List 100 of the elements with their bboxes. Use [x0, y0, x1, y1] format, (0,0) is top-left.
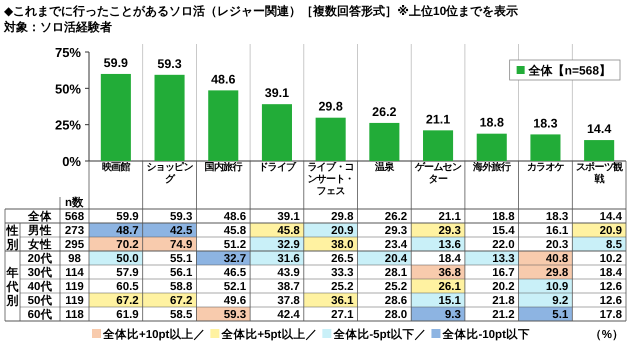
data-label: 14.4	[586, 122, 612, 136]
y-tick-label: 女性	[27, 238, 52, 251]
text: 性別	[6, 224, 18, 252]
data-label: 28.1	[384, 267, 408, 279]
data-label: 45.8	[224, 225, 247, 237]
y-tick-label: 男性	[27, 224, 52, 237]
data-label: 12.6	[600, 281, 622, 293]
data-label: 57.9	[116, 267, 139, 279]
y2-tick-label: 119	[65, 281, 84, 293]
data-label: 14.4	[600, 211, 623, 223]
data-label: 39.1	[277, 211, 300, 223]
data-label: 29.8	[331, 211, 354, 223]
data-label: 28.6	[384, 295, 408, 307]
data-label: 45.8	[277, 225, 300, 237]
bar	[154, 74, 185, 161]
data-label: 20.2	[492, 281, 515, 293]
data-label: 33.3	[331, 267, 354, 279]
data-label: 21.1	[438, 211, 462, 223]
data-label: 25.2	[331, 281, 354, 293]
data-label: 9.2	[552, 295, 568, 307]
data-label: 18.3	[533, 116, 558, 130]
data-label: 55.1	[170, 253, 193, 265]
data-label: 29.8	[318, 100, 343, 114]
bar	[369, 122, 400, 161]
data-label: 18.8	[492, 211, 516, 223]
data-label: 58.8	[170, 281, 193, 293]
data-label: 67.2	[116, 295, 139, 307]
data-label: 5.1	[552, 309, 569, 321]
data-label: 40.8	[546, 253, 569, 265]
x-tick-label: スポーツ観戦	[574, 162, 624, 186]
text: 全体比-10pt以下	[441, 327, 530, 341]
data-label: 59.9	[116, 211, 139, 223]
data-label: 21.1	[426, 112, 450, 126]
text: 全体比-5pt以下／	[332, 327, 426, 341]
data-label: 38.0	[331, 239, 354, 251]
data-label: 23.4	[384, 239, 408, 251]
data-label: 10.9	[546, 281, 568, 293]
y2-tick-label: 273	[64, 225, 84, 237]
text: 年代別	[6, 266, 18, 308]
x-tick-label: ショッピング	[145, 162, 194, 186]
data-label: 8.5	[606, 239, 623, 251]
data-label: 59.9	[104, 56, 128, 70]
x-tick-label: カラオケ	[526, 162, 566, 174]
data-label: 58.5	[170, 309, 193, 321]
data-label: 48.6	[224, 211, 246, 223]
data-label: 48.6	[211, 72, 236, 86]
data-label: 36.1	[331, 295, 354, 307]
bar	[208, 90, 238, 161]
y2-axis-title: n数	[64, 196, 86, 209]
data-label: 25.2	[384, 281, 408, 293]
data-label: 59.3	[224, 309, 246, 321]
data-label: 36.8	[438, 267, 462, 279]
data-label: 18.4	[438, 253, 462, 265]
data-label: 61.9	[116, 309, 139, 321]
chart-subtitle: 対象：ソロ活経験者	[3, 20, 112, 34]
data-label: 26.5	[331, 253, 354, 265]
y-tick-label: 50代	[28, 294, 52, 307]
y-tick-label: 25%	[54, 118, 82, 133]
data-label: 38.7	[277, 281, 300, 293]
data-label: 48.7	[116, 225, 139, 237]
data-label: 12.6	[600, 295, 622, 307]
data-label: 43.9	[277, 267, 300, 279]
bar	[262, 104, 292, 161]
bar	[476, 134, 507, 161]
data-label: 29.3	[384, 225, 408, 237]
data-label: 42.4	[277, 309, 300, 321]
y2-tick-label: 568	[64, 211, 85, 223]
data-label: 49.6	[224, 295, 246, 307]
data-label: 29.8	[546, 267, 569, 279]
y2-tick-label: 98	[68, 253, 82, 265]
data-label: 15.4	[492, 225, 516, 237]
data-label: 20.4	[384, 253, 408, 265]
data-label: 74.9	[170, 239, 192, 251]
bar	[530, 134, 560, 161]
x-tick-label: ゲームセンター	[414, 162, 462, 186]
x-tick-label: 温泉	[374, 162, 396, 174]
data-label: 13.3	[492, 253, 515, 265]
data-label: 50.0	[116, 253, 139, 265]
data-label: 15.1	[438, 295, 462, 307]
data-label: 20.9	[331, 225, 354, 237]
data-label: 37.8	[277, 295, 300, 307]
data-label: 10.2	[600, 253, 622, 265]
y-tick-label: 30代	[28, 266, 52, 279]
data-label: 52.1	[224, 281, 247, 293]
data-label: 39.1	[264, 86, 290, 100]
data-label: 13.6	[438, 239, 461, 251]
y-tick-label: 50%	[54, 81, 82, 96]
data-label: 26.2	[372, 104, 397, 119]
data-label: 31.6	[277, 253, 300, 265]
y-tick-label: 60代	[28, 308, 52, 321]
data-label: 60.5	[116, 281, 140, 293]
data-label: 29.3	[438, 225, 461, 237]
text: 全体比+10pt以上／	[102, 327, 206, 341]
bar	[316, 118, 346, 161]
data-label: 21.8	[492, 295, 516, 307]
data-label: 70.2	[116, 239, 139, 251]
data-label: 21.2	[492, 309, 515, 321]
bar	[423, 130, 454, 161]
y-tick-label: 40代	[28, 280, 52, 293]
data-label: 9.3	[444, 309, 461, 321]
